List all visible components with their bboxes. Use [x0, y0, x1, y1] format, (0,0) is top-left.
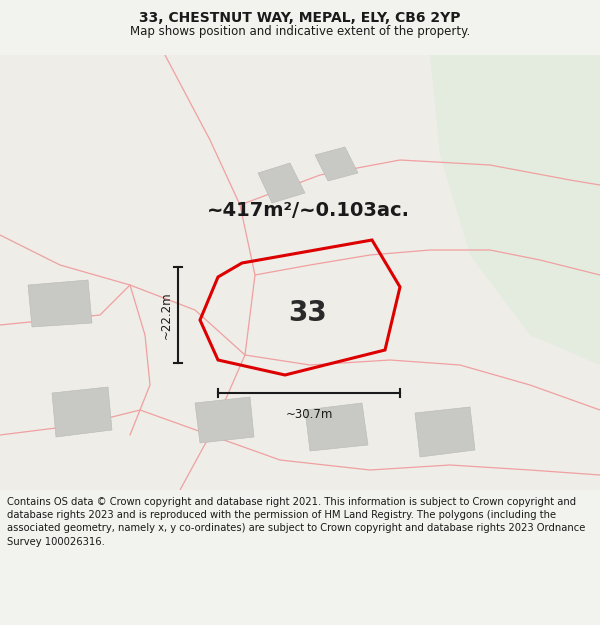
Text: 33: 33	[289, 299, 328, 327]
Polygon shape	[305, 403, 368, 451]
Text: ~417m²/~0.103ac.: ~417m²/~0.103ac.	[206, 201, 409, 219]
Polygon shape	[258, 163, 305, 203]
Text: ~22.2m: ~22.2m	[160, 291, 173, 339]
Text: 33, CHESTNUT WAY, MEPAL, ELY, CB6 2YP: 33, CHESTNUT WAY, MEPAL, ELY, CB6 2YP	[139, 11, 461, 24]
Text: ~30.7m: ~30.7m	[286, 408, 332, 421]
Text: Contains OS data © Crown copyright and database right 2021. This information is : Contains OS data © Crown copyright and d…	[7, 497, 586, 546]
Text: Map shows position and indicative extent of the property.: Map shows position and indicative extent…	[130, 25, 470, 38]
Polygon shape	[315, 147, 358, 181]
Polygon shape	[430, 55, 600, 365]
Polygon shape	[415, 407, 475, 457]
Polygon shape	[52, 387, 112, 437]
Polygon shape	[195, 397, 254, 443]
Polygon shape	[28, 280, 92, 327]
